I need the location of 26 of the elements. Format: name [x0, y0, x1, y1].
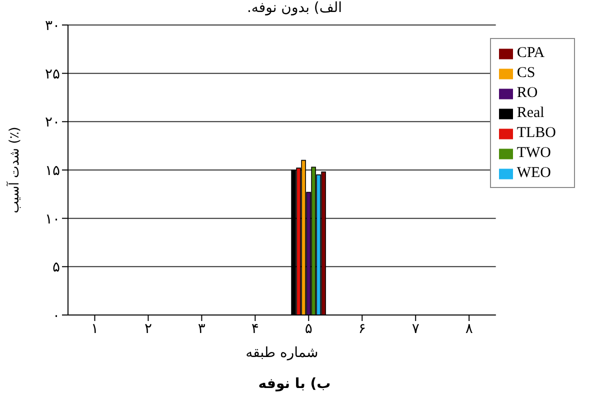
x-tick-label: ۲ [144, 320, 152, 337]
x-tick-label: ۳ [198, 320, 206, 337]
legend-label: TLBO [516, 125, 556, 141]
legend-label: CS [516, 65, 536, 81]
y-tick-label: ۱۰ [44, 211, 60, 228]
y-axis-title: شدت آسیب (٪) [6, 126, 23, 214]
legend-label: CPA [516, 45, 545, 61]
x-tick-label: ۶ [358, 320, 366, 337]
x-tick-label: ۱ [90, 320, 99, 337]
y-tick-label: ۳۰ [44, 18, 60, 34]
x-tick-label: ۵ [304, 320, 312, 337]
y-tick-label: ۱۵ [44, 162, 60, 179]
legend-label: TWO [516, 145, 551, 161]
x-tick-label: ۸ [465, 320, 474, 337]
x-tick-label: ۴ [251, 320, 259, 337]
y-tick-label: ۰ [52, 308, 60, 324]
x-axis-title: شماره طبقه [246, 345, 318, 361]
legend-label: RO [516, 85, 538, 101]
text: ب) با نوفه [257, 376, 332, 392]
legend-label: WEO [516, 165, 551, 181]
y-tick-label: ۵ [52, 260, 60, 276]
legend-label: Real [516, 105, 544, 121]
y-tick-label: ۲۵ [44, 66, 60, 82]
x-tick-label: ۷ [412, 320, 420, 337]
chart-title: الف) بدون نوفه. [246, 0, 344, 16]
y-tick-label: ۲۰ [44, 114, 60, 131]
